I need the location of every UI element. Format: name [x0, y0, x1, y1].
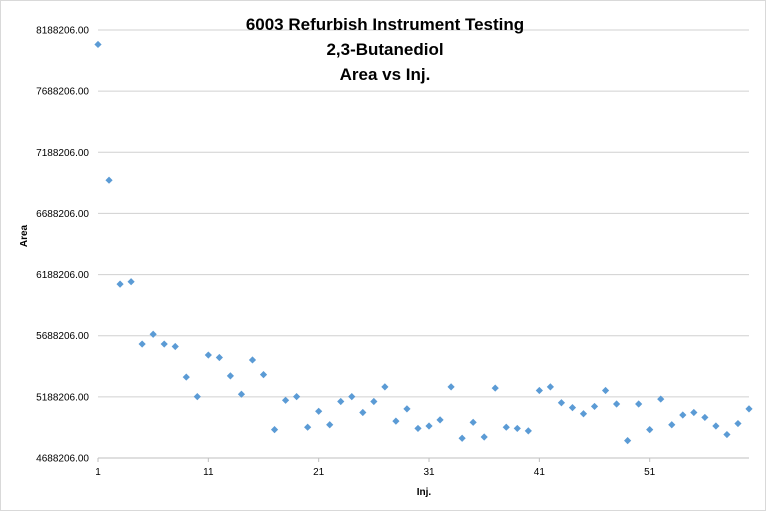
- data-point: [624, 437, 632, 445]
- y-tick-label: 8188206.00: [36, 26, 89, 37]
- data-point: [635, 400, 643, 408]
- data-point: [646, 426, 654, 434]
- x-tick-label: 31: [423, 467, 435, 478]
- data-point: [657, 395, 665, 403]
- data-point: [171, 342, 179, 351]
- data-point: [425, 422, 433, 430]
- data-point: [293, 393, 301, 401]
- data-point: [281, 396, 290, 404]
- y-axis-ticks: 4688206.00 5188206.00 5688206.00 6188206.00…: [36, 26, 89, 465]
- data-point: [403, 405, 411, 413]
- data-point: [370, 397, 378, 406]
- data-point: [337, 397, 345, 406]
- data-point: [348, 393, 356, 401]
- data-point: [590, 402, 599, 411]
- data-point: [612, 400, 621, 408]
- data-point: [270, 426, 279, 434]
- data-point: [392, 417, 400, 425]
- y-tick-label: 5188206.00: [36, 392, 89, 403]
- data-point: [326, 421, 334, 429]
- data-point: [535, 386, 543, 395]
- data-point: [193, 393, 201, 401]
- data-points: [94, 40, 753, 445]
- data-point: [204, 351, 212, 359]
- data-point: [160, 340, 168, 348]
- data-point: [359, 408, 367, 417]
- data-point: [182, 373, 190, 381]
- data-point: [149, 330, 157, 338]
- data-point: [679, 411, 687, 419]
- data-point: [414, 424, 422, 433]
- data-point: [701, 413, 709, 422]
- x-tick-label: 1: [95, 467, 101, 478]
- x-axis-ticks: 1 11 21 31 41 51: [95, 458, 656, 478]
- data-point: [248, 356, 257, 364]
- x-tick-label: 51: [644, 467, 656, 478]
- data-point: [491, 384, 499, 392]
- data-point: [690, 408, 698, 417]
- x-tick-label: 11: [203, 467, 214, 478]
- data-point: [315, 407, 323, 415]
- x-tick-label: 21: [313, 467, 325, 478]
- y-tick-label: 6188206.00: [36, 270, 89, 281]
- data-point: [723, 430, 731, 439]
- chart-title-line-3: Area vs Inj.: [340, 65, 431, 84]
- y-tick-label: 5688206.00: [36, 331, 89, 342]
- data-point: [116, 280, 124, 288]
- data-point: [94, 40, 102, 49]
- data-point: [447, 383, 455, 391]
- data-point: [546, 383, 554, 391]
- data-point: [458, 434, 466, 442]
- data-point: [568, 404, 577, 412]
- y-axis-title: Area: [19, 224, 30, 247]
- data-point: [668, 421, 676, 429]
- data-point: [105, 176, 113, 184]
- y-tick-label: 6688206.00: [36, 209, 89, 220]
- data-point: [469, 418, 477, 426]
- data-point: [524, 427, 532, 435]
- data-point: [237, 390, 246, 398]
- gridlines: [98, 29, 749, 459]
- data-point: [557, 399, 566, 407]
- data-point: [436, 416, 444, 424]
- chart-title-line-2: 2,3-Butanediol: [326, 40, 443, 59]
- data-point: [601, 386, 610, 395]
- data-point: [138, 340, 146, 348]
- data-point: [480, 433, 488, 441]
- data-point: [745, 405, 753, 413]
- data-point: [712, 422, 720, 430]
- data-point: [259, 371, 268, 379]
- data-point: [579, 410, 588, 418]
- x-tick-label: 41: [534, 467, 546, 478]
- data-point: [215, 353, 223, 362]
- plot-area: 4688206.00 5188206.00 5688206.00 6188206.00…: [36, 26, 753, 478]
- data-point: [513, 424, 521, 433]
- chart-title-line-1: 6003 Refurbish Instrument Testing: [246, 15, 524, 34]
- y-tick-label: 7188206.00: [36, 148, 89, 159]
- x-axis-title: Inj.: [417, 487, 432, 498]
- data-point: [127, 278, 135, 286]
- y-tick-label: 7688206.00: [36, 87, 89, 98]
- data-point: [304, 423, 312, 431]
- data-point: [734, 419, 742, 428]
- data-point: [226, 372, 235, 380]
- y-tick-label: 4688206.00: [36, 454, 89, 465]
- data-point: [381, 383, 389, 391]
- data-point: [502, 423, 510, 431]
